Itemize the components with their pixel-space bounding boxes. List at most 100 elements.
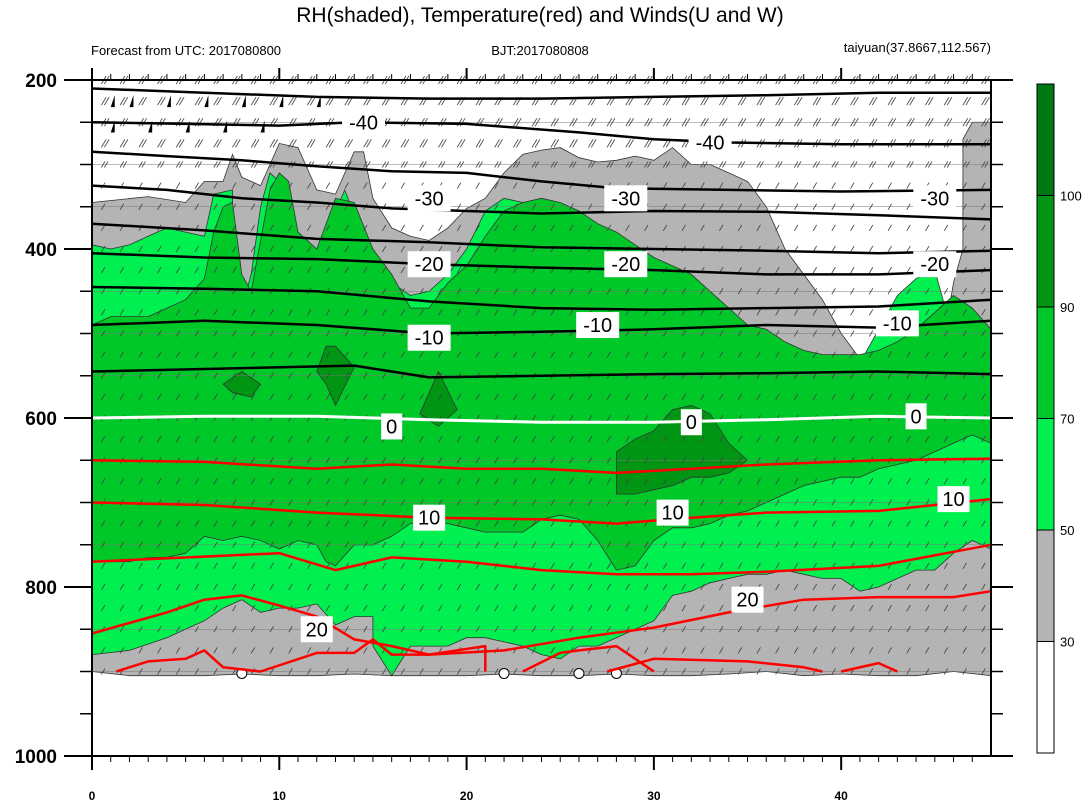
isotherm--5 [91,364,992,379]
wind-barb [831,435,836,443]
isotherm-label-bg [604,251,648,278]
isotherm-25 [606,657,823,673]
wind-barb [868,203,874,210]
wind-barb [344,457,349,464]
wind-barb [363,288,368,295]
wind-barb [737,647,743,654]
y-tick-label: 200 [25,71,57,92]
wind-barb [250,351,256,358]
wind-barb [381,520,387,527]
wind-barb [794,668,799,675]
wind-barb [550,647,555,654]
wind-barb [756,224,761,232]
wind-barb [644,118,650,127]
wind-barb [850,161,855,168]
wind-barb [831,330,836,337]
wind-barb [606,414,611,422]
wind-barb [943,541,949,548]
wind-barb [587,604,593,612]
wind-barb [250,266,256,274]
colorbar-tick-label: 70 [1060,412,1074,427]
wind-barb [494,583,499,591]
wind-barb [157,541,162,548]
wind-barb [456,457,462,464]
wind-barb [775,118,781,127]
wind-barb [419,139,425,148]
isotherm-label-bg [407,251,451,278]
wind-barb [513,351,518,358]
wind-barb [419,245,424,253]
wind-barb [344,583,349,591]
wind-barb [494,224,499,232]
wind-barb [531,457,537,464]
wind-barb [475,668,480,675]
wind-barb [737,96,744,106]
wind-barb [962,224,967,232]
wind-barb [606,393,611,401]
wind-barb [138,668,143,675]
wind-barb [232,309,237,316]
wind-barb [531,161,537,168]
wind-barb [943,626,949,633]
wind-barb [475,499,480,506]
wind-barb [456,541,462,548]
wind-barb [250,541,256,548]
wind-barb [981,182,986,189]
wind-barb [232,520,237,527]
wind-barb [325,224,331,232]
isotherm-label-bg [913,185,957,212]
wind-barb [441,161,446,168]
wind-barb [269,562,274,570]
wind-barb [307,647,312,654]
subtitle-station: taiyuan(37.8667,112.567) [844,40,991,55]
wind-flag [110,120,115,133]
wind-barb [812,96,819,106]
wind-barb [962,309,967,316]
wind-barb [850,435,855,443]
wind-barb [775,203,780,210]
wind-barb [794,161,799,168]
wind-barb [740,118,747,127]
wind-barb [775,224,780,232]
wind-flag [166,95,171,108]
wind-barb [962,668,967,675]
wind-barb [213,161,218,168]
wind-barb [850,224,855,232]
wind-barb [213,562,218,570]
wind-barb [456,161,462,168]
wind-barb [175,562,181,570]
wind-barb [962,330,967,337]
wind-barb [101,309,106,316]
wind-barb [943,161,949,168]
wind-barb [531,478,537,485]
wind-barb [307,435,312,443]
wind-barb [906,478,911,485]
wind-barb [344,668,349,675]
wind-barb [684,161,689,168]
isotherm-25 [522,644,655,673]
wind-barb [887,647,892,654]
wind-barb [700,288,705,295]
wind-barb [475,161,480,168]
wind-barb [625,541,630,548]
wind-barb [250,96,257,106]
wind-barb [119,161,125,168]
wind-barb [325,583,331,591]
wind-barb [868,96,875,106]
wind-barb [213,182,218,189]
wind-barb [981,224,986,232]
wind-barb [534,161,540,168]
wind-barb [909,96,915,106]
wind-barb [550,478,555,485]
wind-barb [550,414,555,422]
wind-barb [513,626,518,633]
wind-barb [906,245,911,253]
wind-barb [887,541,892,548]
wind-barb [550,203,555,210]
wind-barb [400,457,405,464]
wind-barb [269,330,274,337]
wind-barb [587,478,593,485]
wind-barb [400,182,405,189]
wind-barb [325,203,331,210]
wind-barb [494,626,499,633]
